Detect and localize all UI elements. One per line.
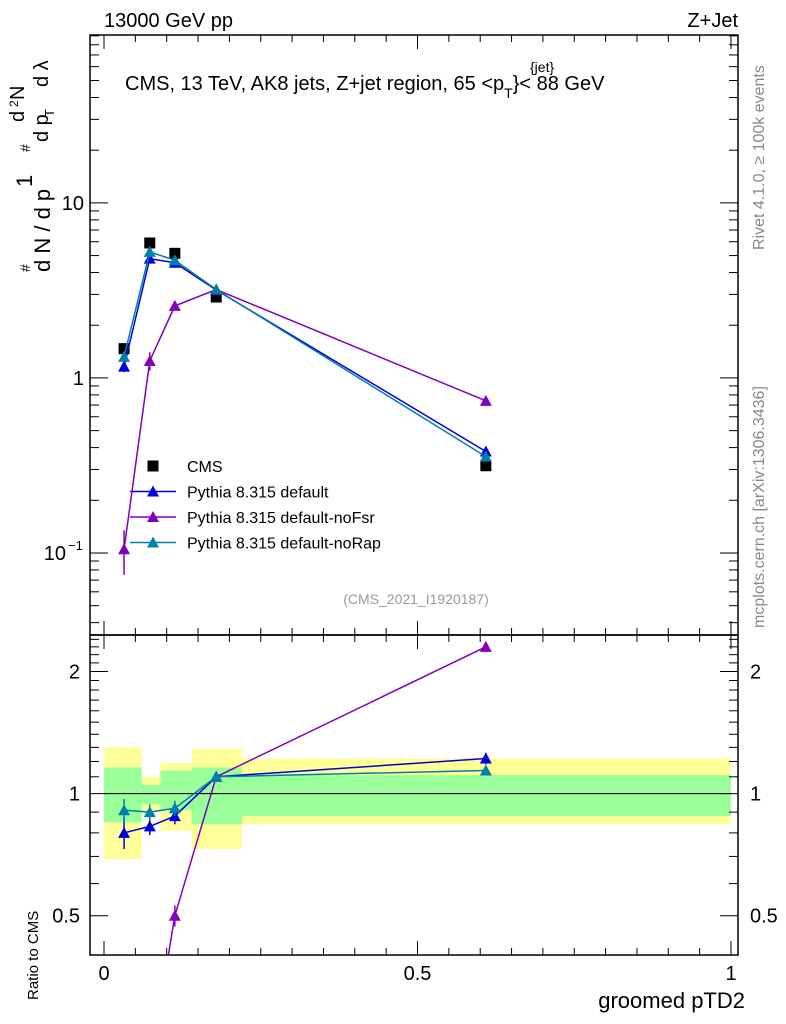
ratio-point-pythia-8-315-default-norap bbox=[210, 770, 223, 782]
data-point-cms bbox=[210, 291, 222, 303]
y-tick-label: 10 bbox=[62, 193, 84, 215]
y-label-dlambda: d λ bbox=[31, 60, 53, 87]
ratio-point-pythia-8-315-default-nofsr bbox=[479, 640, 492, 652]
legend-marker-pythia-8-315-default bbox=[147, 485, 159, 497]
ratio-point-pythia-8-315-default-nofsr bbox=[168, 909, 181, 921]
series-line-pythia-8-315-default-norap bbox=[123, 250, 487, 458]
data-point-pythia-8-315-default-norap bbox=[118, 350, 131, 362]
svg-text:CMS, 13 TeV, AK8 jets, Z+jet r: CMS, 13 TeV, AK8 jets, Z+jet region, 65 … bbox=[125, 73, 605, 101]
x-tick-label: 0 bbox=[98, 963, 109, 985]
data-point-pythia-8-315-default-norap bbox=[210, 283, 223, 295]
ratio-point-pythia-8-315-default-norap bbox=[168, 802, 181, 814]
ratio-frame bbox=[89, 634, 739, 956]
y-label-denominator: d N / d p bbox=[30, 189, 55, 272]
data-point-pythia-8-315-default-nofsr bbox=[118, 543, 131, 555]
data-point-cms bbox=[169, 247, 181, 259]
mcplots-label: mcplots.cern.ch [arXiv:1306.3436] bbox=[751, 386, 768, 628]
legend-label-cms: CMS bbox=[187, 459, 223, 476]
data-point-cms bbox=[118, 343, 130, 355]
ratio-y-tick-label: 2 bbox=[69, 661, 80, 683]
ratio-point-pythia-8-315-default-norap bbox=[118, 804, 131, 816]
ratio-band-inner bbox=[241, 775, 731, 817]
legend-marker-pythia-8-315-default-nofsr bbox=[147, 511, 159, 522]
analysis-id: (CMS_2021_I1920187) bbox=[343, 591, 489, 607]
data-point-pythia-8-315-default-norap bbox=[479, 450, 492, 462]
title-sub: T bbox=[504, 85, 513, 101]
y-label-n: N bbox=[7, 86, 29, 100]
y-tick-label: 1 bbox=[73, 368, 84, 390]
y-tick-exponent: −1 bbox=[68, 538, 83, 553]
ratio-y-tick-label-right: 1 bbox=[750, 784, 761, 806]
ratio-y-tick-label: 0.5 bbox=[52, 906, 80, 928]
ratio-point-pythia-8-315-default-norap bbox=[479, 764, 492, 776]
y-label-d: d bbox=[7, 111, 29, 122]
title-sup: {jet} bbox=[530, 59, 554, 75]
y-label-numerator: 1 bbox=[12, 175, 37, 187]
main-title: CMS, 13 TeV, AK8 jets, Z+jet region, 65 … bbox=[125, 59, 605, 101]
y-tick-label: 10 bbox=[44, 543, 66, 565]
data-point-pythia-8-315-default-nofsr bbox=[143, 354, 156, 366]
ratio-y-tick-label-right: 2 bbox=[750, 661, 761, 683]
data-point-cms bbox=[480, 460, 492, 472]
ratio-y-tick-label-right: 0.5 bbox=[750, 906, 778, 928]
legend-marker-pythia-8-315-default-norap bbox=[147, 536, 159, 548]
data-point-pythia-8-315-default bbox=[118, 360, 131, 372]
x-tick-label: 0.5 bbox=[404, 963, 432, 985]
y-axis-label: d N / d p 1 # d p T d λ d 2 N # bbox=[7, 60, 57, 272]
header-left: 13000 GeV pp bbox=[104, 10, 233, 32]
legend-marker-cms bbox=[147, 460, 159, 472]
ratio-band-inner bbox=[160, 770, 192, 811]
ratio-point-pythia-8-315-default-norap bbox=[143, 806, 156, 818]
data-point-pythia-8-315-default-norap bbox=[143, 245, 156, 257]
ratio-line-pythia-8-315-default-nofsr bbox=[167, 646, 487, 956]
ratio-point-pythia-8-315-default bbox=[143, 820, 156, 832]
rivet-label: Rivet 4.1.0, ≥ 100k events bbox=[751, 65, 768, 250]
ratio-point-pythia-8-315-default bbox=[479, 752, 492, 764]
y-label-two: 2 bbox=[7, 100, 21, 107]
data-point-cms bbox=[144, 237, 156, 249]
data-point-pythia-8-315-default-norap bbox=[168, 254, 181, 266]
title-text: CMS, 13 TeV, AK8 jets, Z+jet region, 65 … bbox=[125, 73, 504, 95]
y-label-hash2: # bbox=[17, 144, 33, 152]
ratio-point-pythia-8-315-default bbox=[118, 826, 131, 838]
data-point-pythia-8-315-default-nofsr bbox=[479, 394, 492, 406]
header-right: Z+Jet bbox=[687, 10, 738, 32]
y-label-hash: # bbox=[17, 264, 33, 272]
ratio-band-inner bbox=[141, 784, 161, 805]
y-label-dpt: d p bbox=[31, 114, 53, 142]
x-tick-label: 1 bbox=[725, 963, 736, 985]
y-label-t: T bbox=[42, 109, 57, 117]
legend-label-pythia-8-315-default-norap: Pythia 8.315 default-noRap bbox=[187, 536, 381, 553]
x-axis-label: groomed pTD2 bbox=[598, 988, 745, 1013]
title-end: }< 88 GeV bbox=[513, 73, 605, 95]
data-point-pythia-8-315-default bbox=[143, 252, 156, 264]
ratio-y-tick-label: 1 bbox=[69, 784, 80, 806]
legend-label-pythia-8-315-default-nofsr: Pythia 8.315 default-noFsr bbox=[187, 510, 375, 527]
legend-label-pythia-8-315-default: Pythia 8.315 default bbox=[187, 485, 329, 502]
ratio-y-label: Ratio to CMS bbox=[25, 911, 42, 1000]
data-point-pythia-8-315-default-nofsr bbox=[168, 299, 181, 311]
